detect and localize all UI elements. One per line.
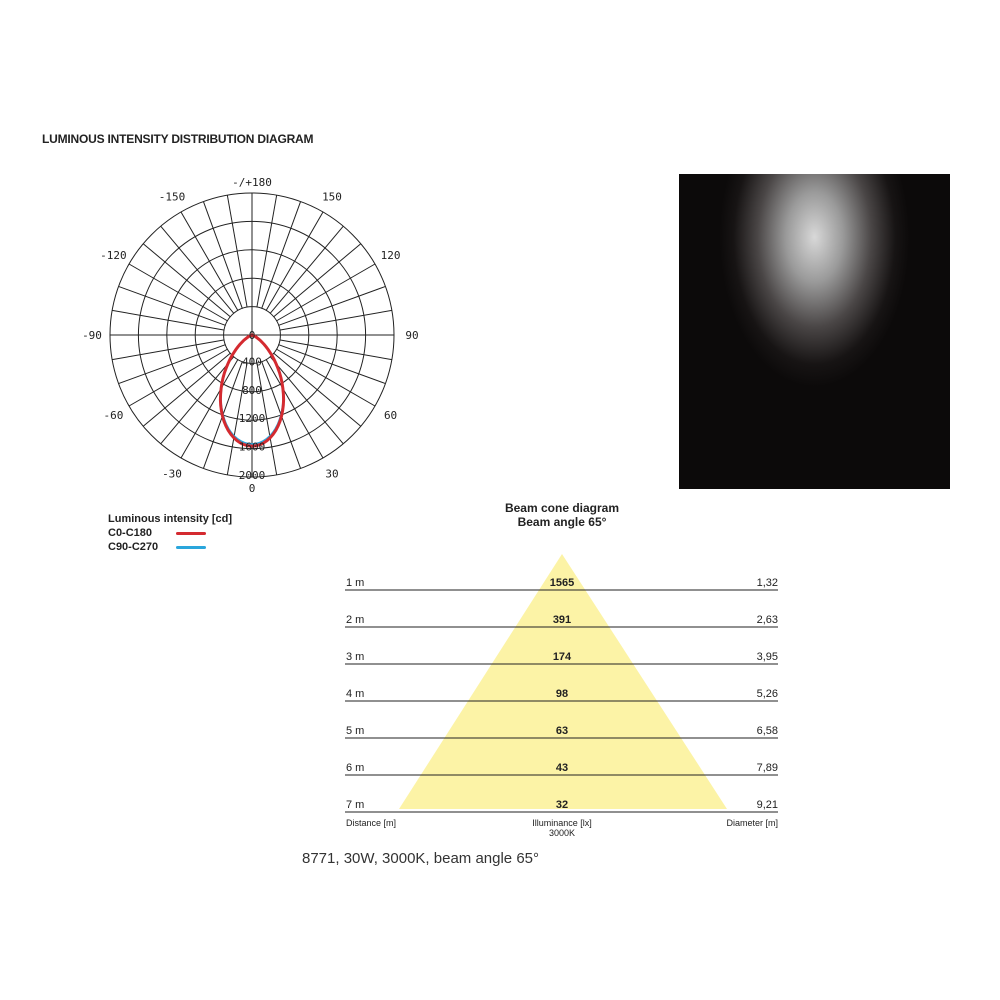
- diameter-value: 1,32: [757, 577, 778, 589]
- legend: Luminous intensity [cd] C0-C180 C90-C270: [108, 512, 232, 554]
- legend-title: Luminous intensity [cd]: [108, 513, 233, 525]
- polar-spoke: [180, 358, 239, 459]
- beam-title: Beam cone diagram: [504, 501, 620, 515]
- diameter-column-label: Diameter [m]: [726, 818, 778, 828]
- distance-label: 7 m: [346, 799, 364, 811]
- polar-spoke: [226, 195, 248, 308]
- illuminance-value: 63: [556, 725, 568, 737]
- distance-column-label: Distance [m]: [346, 818, 396, 828]
- angle-label: 60: [384, 409, 397, 422]
- angle-label: -120: [100, 249, 127, 262]
- series-curve-C0-C180: [218, 333, 286, 448]
- angle-label: -30: [162, 468, 182, 481]
- angle-label: 30: [325, 468, 338, 481]
- angle-label: -/+180: [232, 176, 272, 189]
- polar-spoke: [112, 339, 225, 361]
- ring-label: 800: [242, 384, 262, 397]
- polar-spoke: [265, 358, 324, 459]
- legend-swatch: [176, 531, 206, 535]
- polar-spoke: [128, 263, 229, 322]
- diameter-value: 5,26: [757, 688, 778, 700]
- polar-spoke: [118, 285, 226, 326]
- ring-label: 400: [242, 355, 262, 368]
- illuminance-value: 391: [553, 614, 571, 626]
- polar-spoke: [279, 339, 392, 361]
- polar-spoke: [160, 356, 235, 445]
- legend-label: C0-C180: [108, 527, 153, 539]
- polar-spoke: [273, 352, 362, 427]
- beam-cone-title: Beam cone diagram Beam angle 65°: [462, 501, 662, 529]
- polar-spoke: [142, 352, 231, 427]
- distance-label: 6 m: [346, 762, 364, 774]
- polar-spoke: [202, 201, 243, 309]
- polar-spoke: [279, 309, 392, 331]
- product-caption: 8771, 30W, 3000K, beam angle 65°: [302, 850, 540, 867]
- beam-cone: [399, 554, 727, 809]
- illuminance-value: 43: [556, 762, 568, 774]
- angle-label: 90: [405, 329, 418, 342]
- illuminance-value: 174: [553, 651, 572, 663]
- angle-label: -60: [103, 409, 123, 422]
- ring-label: 0: [249, 329, 256, 342]
- angle-label: 0: [249, 482, 256, 495]
- ring-label: 2000: [239, 469, 266, 482]
- angle-label: -90: [82, 329, 102, 342]
- polar-spoke: [261, 201, 302, 309]
- diameter-value: 9,21: [757, 799, 778, 811]
- chart-title: LUMINOUS INTENSITY DISTRIBUTION DIAGRAM: [42, 132, 314, 146]
- illuminance-value: 32: [556, 799, 568, 811]
- polar-spoke: [160, 225, 235, 314]
- illuminance-column-label: Illuminance [lx]: [532, 818, 592, 828]
- polar-spoke: [112, 309, 225, 331]
- polar-spoke: [273, 243, 362, 318]
- legend-item-c0: C0-C180: [108, 526, 232, 540]
- distance-label: 5 m: [346, 725, 364, 737]
- polar-spoke: [265, 211, 324, 312]
- ring-label: 1200: [239, 412, 266, 425]
- polar-spoke: [142, 243, 231, 318]
- polar-spoke: [269, 356, 344, 445]
- polar-spoke: [128, 348, 229, 407]
- diameter-value: 3,95: [757, 651, 778, 663]
- polar-spoke: [275, 348, 376, 407]
- distance-label: 2 m: [346, 614, 364, 626]
- legend-label: C90-C270: [108, 541, 159, 553]
- illuminance-value: 1565: [550, 577, 574, 589]
- light-render-image: [679, 174, 950, 489]
- distance-label: 1 m: [346, 577, 364, 589]
- polar-spoke: [256, 362, 278, 475]
- polar-diagram: 0 400 800 1200 1600 2000 -/+180 150 -150 120 -120 9…: [82, 176, 419, 495]
- polar-spoke: [278, 285, 386, 326]
- angle-label: 150: [322, 190, 342, 203]
- polar-spoke: [180, 211, 239, 312]
- polar-spoke: [278, 344, 386, 385]
- diameter-value: 6,58: [757, 725, 778, 737]
- legend-swatch: [176, 545, 206, 549]
- diameter-value: 7,89: [757, 762, 778, 774]
- polar-spoke: [226, 362, 248, 475]
- distance-label: 3 m: [346, 651, 364, 663]
- angle-label: -150: [159, 190, 186, 203]
- polar-spoke: [269, 225, 344, 314]
- polar-spoke: [118, 344, 226, 385]
- beam-subtitle: Beam angle 65°: [517, 515, 607, 529]
- ring-label: 1600: [239, 441, 266, 454]
- polar-spoke: [275, 263, 376, 322]
- diameter-value: 2,63: [757, 614, 778, 626]
- legend-item-c90: C90-C270: [108, 540, 232, 554]
- distance-label: 4 m: [346, 688, 364, 700]
- illuminance-cct-label: 3000K: [549, 828, 575, 838]
- polar-spoke: [256, 195, 278, 308]
- illuminance-value: 98: [556, 688, 568, 700]
- beam-cone-diagram: 1 m 1565 1,32 2 m 391 2,63 3 m 174 3,95 4 m 98 5,26…: [345, 554, 778, 838]
- angle-label: 120: [381, 249, 401, 262]
